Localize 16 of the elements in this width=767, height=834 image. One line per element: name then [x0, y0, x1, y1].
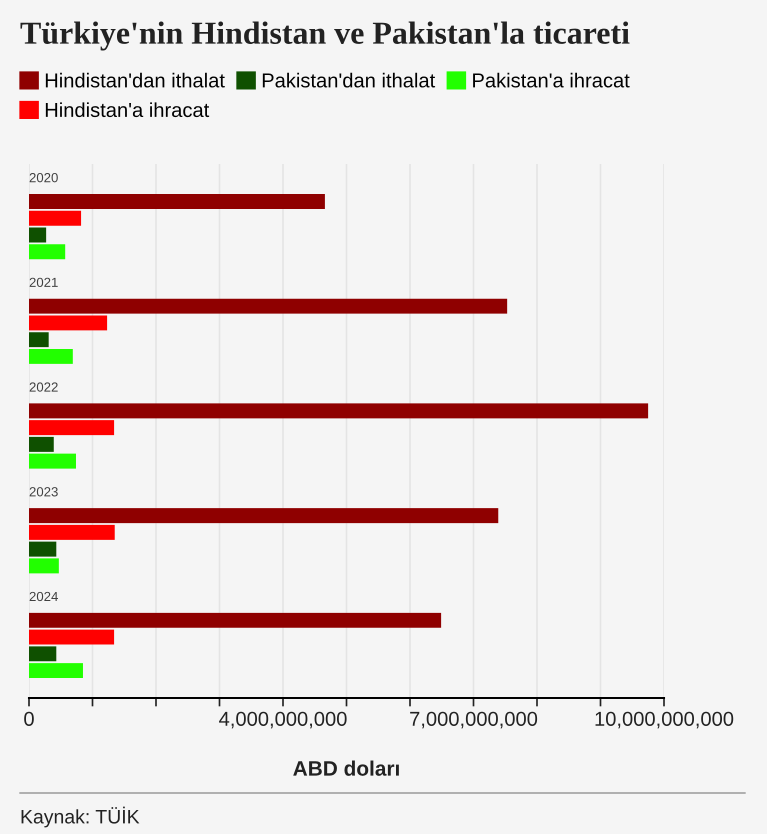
- x-tick-label: 10,000,000,000: [596, 712, 734, 728]
- legend-label: Hindistan'dan ithalat: [46, 72, 225, 88]
- y-tick-label: 2020: [30, 172, 58, 182]
- legend-label: Pakistan'a ihracat: [473, 72, 630, 88]
- x-tick-label: 7,000,000,000: [410, 712, 538, 728]
- legend-label: Pakistan'dan ithalat: [262, 72, 436, 88]
- y-tick-label: 2024: [30, 592, 58, 602]
- legend-label: Hindistan'a ihracat: [46, 102, 210, 118]
- y-tick-label: 2022: [30, 382, 58, 392]
- chart-title: Türkiye'nin Hindistan ve Pakistan'la ticareti: [20, 21, 630, 51]
- y-tick-label: 2023: [30, 487, 58, 496]
- x-axis-title: ABD doları: [293, 760, 399, 776]
- text: Kaynak: TÜİK: [22, 806, 140, 828]
- x-tick-label: 4,000,000,000: [219, 712, 347, 728]
- y-tick-label: 2021: [30, 278, 58, 288]
- x-tick-label: 0: [24, 712, 34, 726]
